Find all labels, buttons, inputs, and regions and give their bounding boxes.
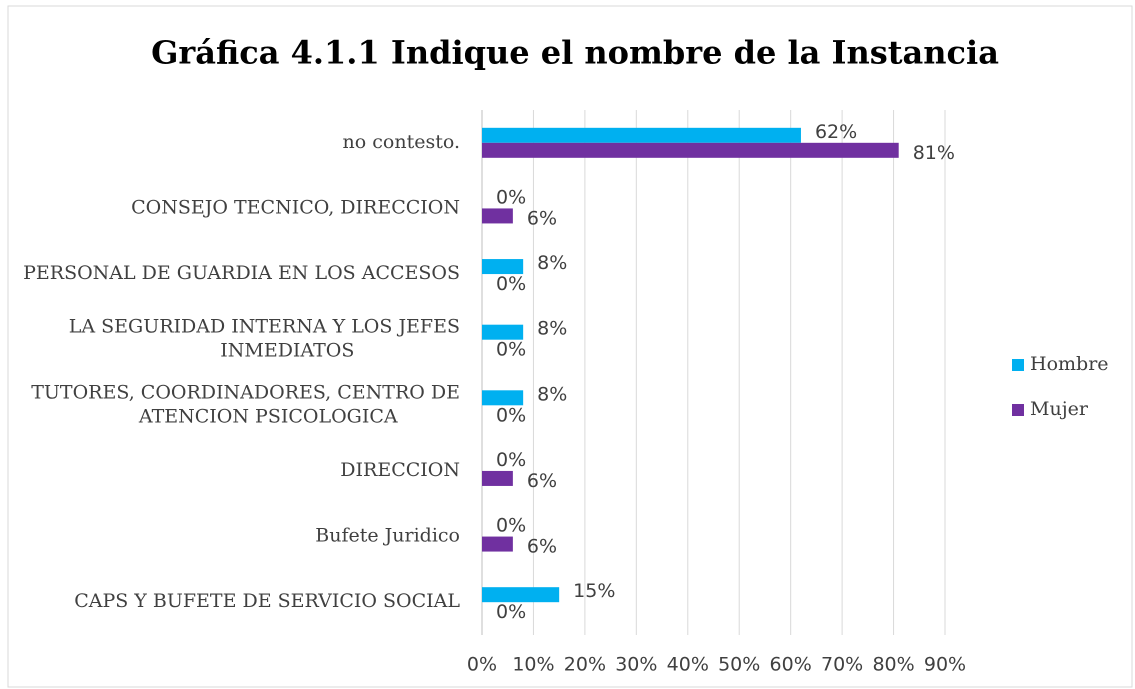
- value-label: 0%: [496, 515, 526, 537]
- legend-label: Mujer: [1030, 398, 1089, 420]
- value-label: 6%: [527, 536, 557, 558]
- bar: [482, 208, 513, 224]
- y-tick-label: DIRECCION: [340, 459, 460, 481]
- chart-title: Gráfica 4.1.1 Indique el nombre de la In…: [151, 34, 999, 72]
- x-tick-label: 40%: [667, 654, 709, 676]
- legend-swatch: [1012, 359, 1024, 371]
- x-tick-label: 30%: [615, 654, 657, 676]
- bar: [482, 587, 560, 603]
- y-tick-label: no contesto.: [343, 131, 460, 153]
- bar: [482, 142, 899, 158]
- value-label: 6%: [527, 470, 557, 492]
- bar: [482, 259, 524, 275]
- y-tick-label: CONSEJO TECNICO, DIRECCION: [131, 196, 460, 218]
- value-label: 0%: [496, 339, 526, 361]
- value-label: 15%: [573, 580, 615, 602]
- y-tick-label: CAPS Y BUFETE DE SERVICIO SOCIAL: [74, 590, 460, 612]
- chart-border: [7, 5, 1133, 688]
- x-tick-label: 10%: [512, 654, 554, 676]
- y-tick-label: PERSONAL DE GUARDIA EN LOS ACCESOS: [23, 262, 460, 284]
- value-label: 0%: [496, 449, 526, 471]
- y-tick-label: Bufete Juridico: [315, 525, 460, 547]
- value-label: 0%: [496, 186, 526, 208]
- value-label: 8%: [537, 383, 567, 405]
- x-tick-label: 70%: [821, 654, 863, 676]
- value-label: 0%: [496, 273, 526, 295]
- value-label: 0%: [496, 601, 526, 623]
- bar: [482, 536, 513, 552]
- x-tick-label: 90%: [924, 654, 966, 676]
- value-label: 8%: [537, 252, 567, 274]
- y-tick-label: TUTORES, COORDINADORES, CENTRO DE ATENCI…: [31, 381, 460, 427]
- x-tick-label: 0%: [467, 654, 497, 676]
- x-tick-label: 60%: [770, 654, 812, 676]
- x-tick-label: 20%: [564, 654, 606, 676]
- legend-swatch: [1012, 404, 1024, 416]
- bar: [482, 390, 524, 406]
- bar: [482, 470, 513, 486]
- bar: [482, 324, 524, 340]
- x-tick-label: 50%: [718, 654, 760, 676]
- y-tick-label: LA SEGURIDAD INTERNA Y LOS JEFES INMEDIA…: [69, 316, 460, 362]
- x-tick-label: 80%: [872, 654, 914, 676]
- legend-label: Hombre: [1030, 353, 1109, 375]
- value-label: 62%: [815, 121, 857, 143]
- value-label: 81%: [913, 142, 955, 164]
- bar: [482, 127, 801, 143]
- value-label: 6%: [527, 207, 557, 229]
- value-label: 8%: [537, 318, 567, 340]
- value-label: 0%: [496, 404, 526, 426]
